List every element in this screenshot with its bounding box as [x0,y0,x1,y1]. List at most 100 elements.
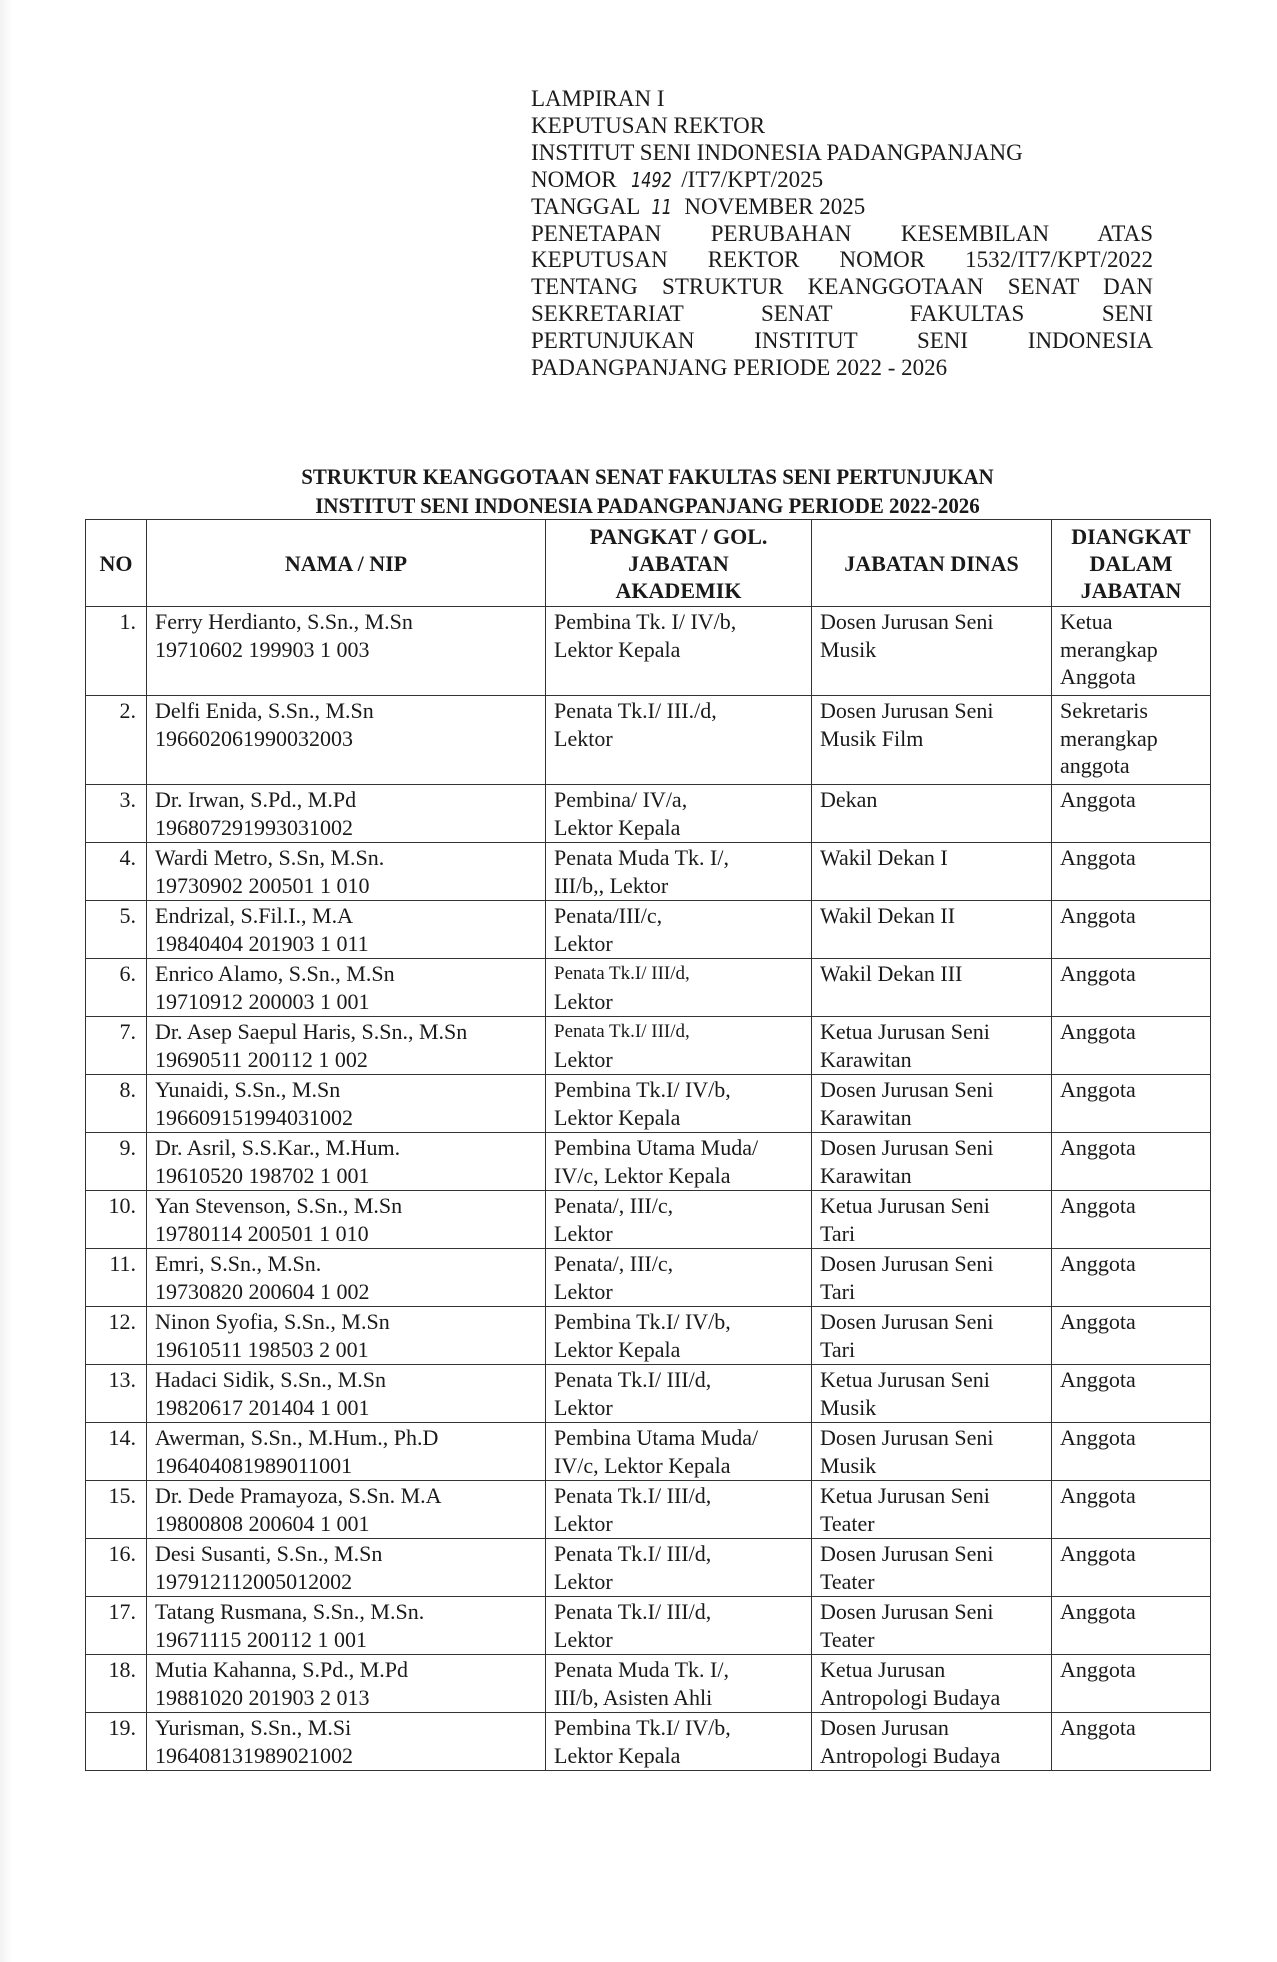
cell-pangkat: Pembina Tk. I/ IV/b, Lektor Kepala [545,606,812,696]
header-text: JABATAN [1080,577,1182,603]
table-row: 8. Yunaidi, S.Sn., M.Sn 196609151994031002… [85,1074,1211,1133]
document-header: LAMPIRAN I KEPUTUSAN REKTOR INSTITUT SEN… [531,86,1153,382]
cell-nama-nip: Ferry Herdianto, S.Sn., M.Sn 19710602 199… [146,606,546,696]
cell-jabatan-dinas-text: Dosen Jurusan Seni [820,1309,994,1334]
cell-diangkat: Anggota [1051,842,1211,901]
cell-jabatan-dinas-text: Musik [820,1394,877,1420]
cell-jabatan-dinas-text: Dekan [820,787,878,812]
member-nip: 196408131989021002 [155,1742,353,1768]
cell-pangkat: Pembina Utama Muda/IV/c, Lektor Kepala [545,1422,812,1481]
member-name: Awerman, S.Sn., M.Hum., Ph.D [155,1425,439,1450]
cell-pangkat-text: Pembina Tk.I/ IV/b, [554,1309,731,1334]
cell-pangkat-text: III/b, Asisten Ahli [554,1684,713,1710]
cell-diangkat: Anggota [1051,900,1211,959]
cell-jabatan-dinas: Ketua Jurusan Seni Teater [811,1480,1052,1539]
cell-jabatan-dinas: Wakil Dekan III [811,958,1052,1017]
cell-pangkat-text: IV/c, Lektor Kepala [554,1162,731,1188]
cell-diangkat-text: Anggota [1060,1715,1136,1740]
cell-jabatan-dinas-text: Teater [820,1626,875,1652]
cell-pangkat-text: Pembina Tk.I/ IV/b, [554,1715,731,1740]
cell-pangkat-text: Penata/, III/c, [554,1193,674,1218]
header-diangkat: DIANGKAT DALAM JABATAN [1051,519,1211,607]
cell-no: 12. [85,1306,147,1365]
table-row: 3. Dr. Irwan, S.Pd., M.Pd 1968072919930310… [85,784,1211,843]
cell-jabatan-dinas-text: Dosen Jurusan Seni [820,1251,994,1276]
tanggal-line: TANGGAL 11 NOVEMBER 2025 [531,194,1153,221]
member-nip: 19610520 198702 1 001 [155,1162,370,1188]
cell-diangkat: Anggota [1051,1712,1211,1771]
cell-diangkat: Anggota [1051,1422,1211,1481]
cell-pangkat-text: Lektor [554,1394,613,1420]
cell-diangkat: Anggota [1051,958,1211,1017]
header-text: NO [99,550,133,576]
cell-pangkat-text: Lektor [554,1568,613,1594]
cell-pangkat-text: Penata Muda Tk. I/, [554,1657,729,1682]
cell-pangkat-text: Penata Tk.I/ III/d, [554,1541,712,1566]
cell-jabatan-dinas: Dosen Jurusan Seni Teater [811,1596,1052,1655]
cell-pangkat: Penata/, III/c, Lektor [545,1190,812,1249]
cell-pangkat-text: Pembina Tk. I/ IV/b, [554,609,737,634]
cell-no: 4. [85,842,147,901]
cell-nama-nip: Yunaidi, S.Sn., M.Sn 196609151994031002 [146,1074,546,1133]
cell-diangkat-text: Anggota [1060,1135,1136,1160]
member-nip: 196404081989011001 [155,1452,353,1478]
cell-pangkat-text: Pembina Utama Muda/ [554,1135,759,1160]
cell-jabatan-dinas-text: Wakil Dekan III [820,961,963,986]
table-row: 17. Tatang Rusmana, S.Sn., M.Sn. 19671115 … [85,1596,1211,1655]
cell-jabatan-dinas-text: Karawitan [820,1162,912,1188]
cell-pangkat: Penata Tk.I/ III./d, Lektor [545,695,812,785]
cell-jabatan-dinas-text: Dosen Jurusan Seni [820,1135,994,1160]
nomor-handwritten: 1492 [631,167,673,192]
cell-jabatan-dinas-text: Wakil Dekan II [820,903,956,928]
cell-no: 3. [85,784,147,843]
cell-diangkat-text: merangkap [1060,725,1158,751]
table-row: 4. Wardi Metro, S.Sn, M.Sn. 19730902 20050… [85,842,1211,901]
cell-nama-nip: Emri, S.Sn., M.Sn. 19730820 200604 1 002 [146,1248,546,1307]
tanggal-handwritten: 11 [651,194,673,219]
cell-diangkat: Sekretaris merangkap anggota [1051,695,1211,785]
cell-pangkat-text: Lektor Kepala [554,814,681,840]
cell-nama-nip: Delfi Enida, S.Sn., M.Sn 1966020619900320… [146,695,546,785]
member-nip: 19780114 200501 1 010 [155,1220,369,1246]
cell-jabatan-dinas-text: Tari [820,1220,856,1246]
cell-jabatan-dinas-text: Ketua Jurusan Seni [820,1193,990,1218]
cell-jabatan-dinas: Dosen Jurusan Seni Karawitan [811,1074,1052,1133]
cell-diangkat: Anggota [1051,1190,1211,1249]
member-name: Tatang Rusmana, S.Sn., M.Sn. [155,1599,425,1624]
cell-jabatan-dinas-text: Ketua Jurusan Seni [820,1367,990,1392]
cell-diangkat-text: Anggota [1060,903,1136,928]
cell-jabatan-dinas: Ketua Jurusan Seni Tari [811,1190,1052,1249]
subject-line: PADANGPANJANG PERIODE 2022 - 2026 [531,355,948,381]
cell-pangkat: Penata Tk.I/ III/d, Lektor [545,1480,812,1539]
cell-jabatan-dinas-text: Dosen Jurusan Seni [820,1599,994,1624]
member-nip: 196807291993031002 [155,814,353,840]
cell-diangkat-text: Sekretaris [1060,698,1148,723]
tanggal-label: TANGGAL [531,193,640,219]
tanggal-suffix: NOVEMBER 2025 [684,193,866,219]
cell-no: 13. [85,1364,147,1423]
member-name: Wardi Metro, S.Sn, M.Sn. [155,845,385,870]
cell-nama-nip: Endrizal, S.Fil.I., M.A 19840404 201903 1… [146,900,546,959]
title-line-1: STRUKTUR KEANGGOTAAN SENAT FAKULTAS SENI… [301,464,994,489]
table-row: 7. Dr. Asep Saepul Haris, S.Sn., M.Sn 1969… [85,1016,1211,1075]
cell-diangkat-text: Anggota [1060,1251,1136,1276]
member-name: Desi Susanti, S.Sn., M.Sn [155,1541,383,1566]
cell-pangkat: Penata Muda Tk. I/, III/b,, Lektor [545,842,812,901]
cell-diangkat-text: Anggota [1060,1425,1136,1450]
cell-jabatan-dinas-text: Tari [820,1278,856,1304]
cell-no: 7. [85,1016,147,1075]
cell-pangkat: Pembina Tk.I/ IV/b, Lektor Kepala [545,1306,812,1365]
cell-diangkat-text: merangkap [1060,636,1158,662]
table-row: 14. Awerman, S.Sn., M.Hum., Ph.D 196404081… [85,1422,1211,1481]
cell-jabatan-dinas-text: Antropologi Budaya [820,1742,1001,1768]
member-name: Enrico Alamo, S.Sn., M.Sn [155,961,395,986]
header-text: AKADEMIK [615,577,742,603]
cell-no: 16. [85,1538,147,1597]
member-name: Emri, S.Sn., M.Sn. [155,1251,322,1276]
member-name: Delfi Enida, S.Sn., M.Sn [155,698,374,723]
cell-pangkat-text: Lektor Kepala [554,1742,681,1768]
cell-jabatan-dinas-text: Teater [820,1568,875,1594]
cell-pangkat: Penata Tk.I/ III/d, Lektor [545,958,812,1017]
cell-jabatan-dinas: Dosen Jurusan Seni Karawitan [811,1132,1052,1191]
cell-diangkat-text: anggota [1060,753,1130,778]
